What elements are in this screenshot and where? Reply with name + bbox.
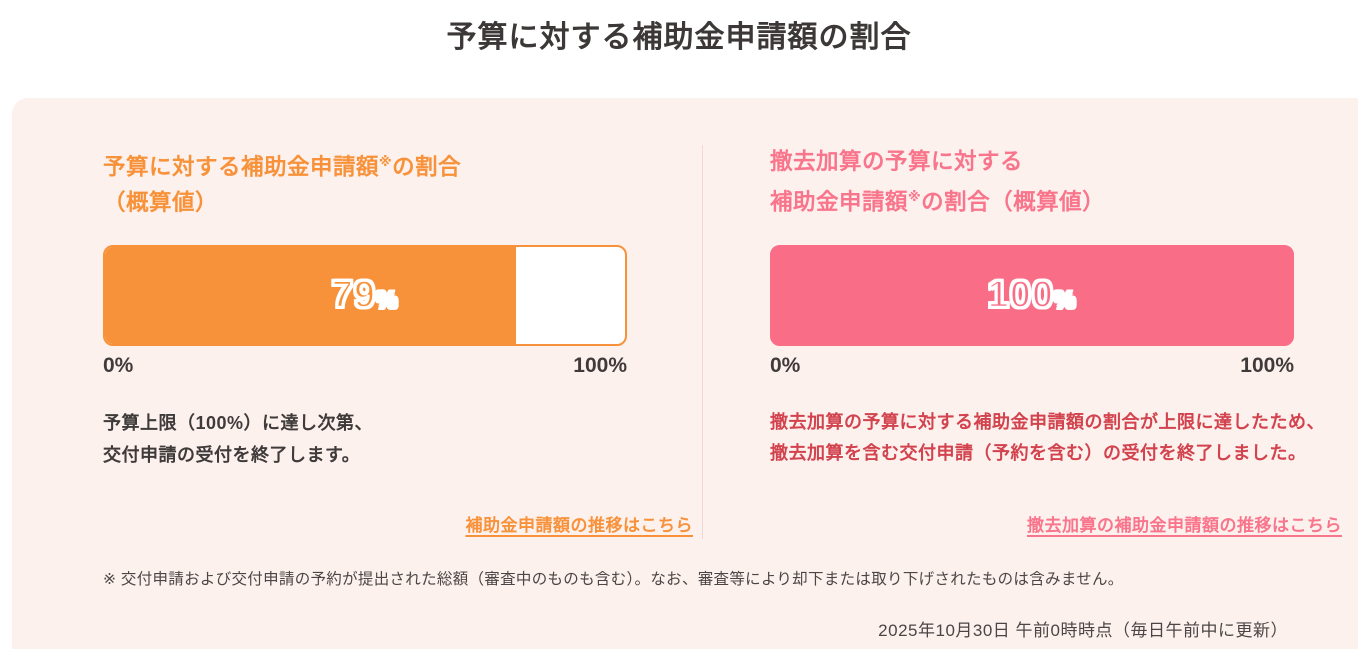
heading-text: （概算値） [103,189,219,215]
general-progress-bar: 79% [103,245,627,346]
note-line: 交付申請の受付を終了します。 [103,445,361,465]
removal-section-note: 撤去加算の予算に対する補助金申請額の割合が上限に達したため、撤去加算を含む交付申… [770,412,1325,463]
scale-min-label: 0% [770,354,801,377]
heading-text: の割合 [392,154,462,180]
general-progress-value: 79% [105,247,625,344]
heading-text: 撤去加算の予算に対する [770,149,1024,174]
percent-number: 100 [986,273,1055,318]
scale-min-label: 0% [103,354,134,377]
heading-text: の割合（概算値） [921,189,1106,215]
removal-progress-value: 100% [770,245,1294,346]
percent-unit: % [375,285,399,315]
note-line: 予算上限（100%）に達し次第、 [103,413,374,433]
budget-ratio-panel: 予算に対する補助金申請額※の割合 （概算値） 79% 0% 100% 予算上限（1… [12,98,1358,649]
footnote-marker: ※ [908,189,922,204]
general-progress-scale: 0% 100% [103,354,627,378]
heading-text: 予算に対する補助金申請額 [103,154,380,180]
general-link-row: 補助金申請額の推移はこちら [103,511,693,536]
general-section-heading: 予算に対する補助金申請額※の割合 （概算値） [103,144,693,220]
general-progress-fill [105,247,516,344]
removal-progress-scale: 0% 100% [770,354,1294,378]
removal-section-heading: 撤去加算の予算に対する 補助金申請額※の割合（概算値） [770,144,1342,220]
percent-unit: % [1053,285,1077,315]
heading-text: 補助金申請額 [770,189,909,215]
page-title: 予算に対する補助金申請額の割合 [446,21,912,54]
scale-max-label: 100% [1240,354,1294,377]
removal-progress-bar: 100% [770,245,1294,346]
removal-trend-link[interactable]: 撤去加算の補助金申請額の推移はこちら [1027,516,1342,535]
percent-number: 79 [330,273,376,318]
removal-addition-section: 撤去加算の予算に対する 補助金申請額※の割合（概算値） 100% 0% 100% … [770,98,1342,649]
general-trend-link[interactable]: 補助金申請額の推移はこちら [465,516,693,535]
last-updated-timestamp: 2025年10月30日 午前0時時点（毎日午前中に更新） [878,621,1288,640]
column-divider [702,145,703,539]
general-budget-section: 予算に対する補助金申請額※の割合 （概算値） 79% 0% 100% 予算上限（1… [103,98,693,649]
removal-progress-fill [770,245,1294,346]
footnote-marker: ※ [379,154,393,169]
asterisk-footnote: ※ 交付申請および交付申請の予約が提出された総額（審査中のものも含む）。なお、審… [103,571,1124,588]
removal-link-row: 撤去加算の補助金申請額の推移はこちら [770,511,1342,536]
scale-max-label: 100% [573,354,627,377]
general-section-note: 予算上限（100%）に達し次第、 交付申請の受付を終了します。 [103,407,663,471]
